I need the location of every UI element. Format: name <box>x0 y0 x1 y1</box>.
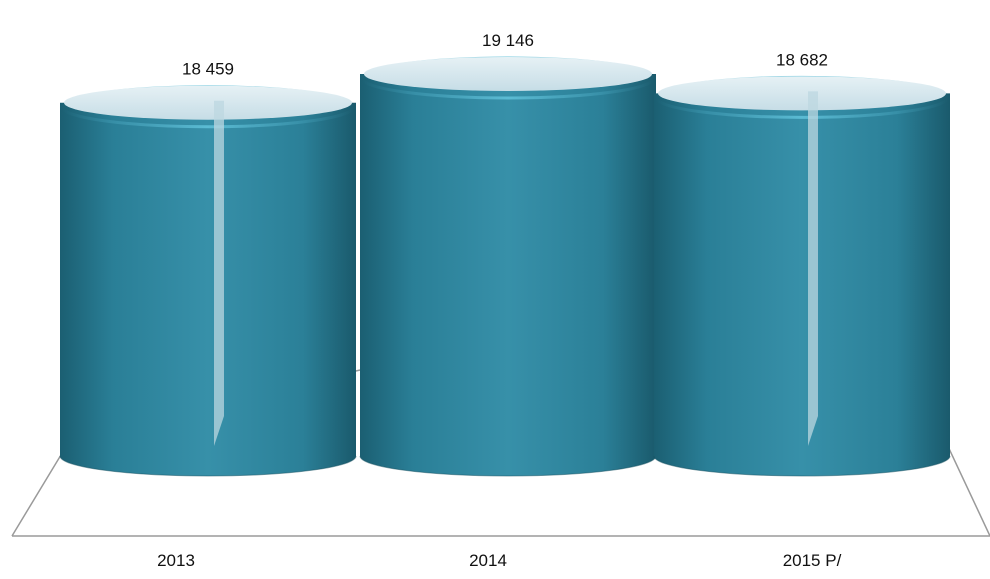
x-tick-label-2013: 2013 <box>157 551 195 570</box>
bar-cylinder-2013 <box>59 85 357 477</box>
bar-body <box>654 93 950 477</box>
bar-glare <box>808 91 818 447</box>
bar-bottom-edge <box>359 455 657 477</box>
data-label-2013: 18 459 <box>182 60 234 79</box>
x-tick-label-2015-p-: 2015 P/ <box>783 551 842 570</box>
bar-bottom-edge <box>653 455 951 477</box>
labels-group: 18 459 2013 19 146 2014 18 682 2015 P/ <box>157 31 841 570</box>
bars-group <box>59 56 951 477</box>
bar-top-cap <box>658 76 946 111</box>
bar-cylinder-2014 <box>359 56 657 477</box>
bar-body <box>60 102 356 477</box>
bar-cylinder-2015-p- <box>653 75 951 477</box>
bar-top-cap <box>64 85 352 120</box>
bar-bottom-edge <box>59 455 357 477</box>
data-label-2014: 19 146 <box>482 31 534 50</box>
bar-top-cap <box>364 57 652 91</box>
bar-body <box>360 74 656 476</box>
bar-glare <box>214 100 224 447</box>
x-tick-label-2014: 2014 <box>469 551 507 570</box>
data-label-2015-p-: 18 682 <box>776 50 828 69</box>
